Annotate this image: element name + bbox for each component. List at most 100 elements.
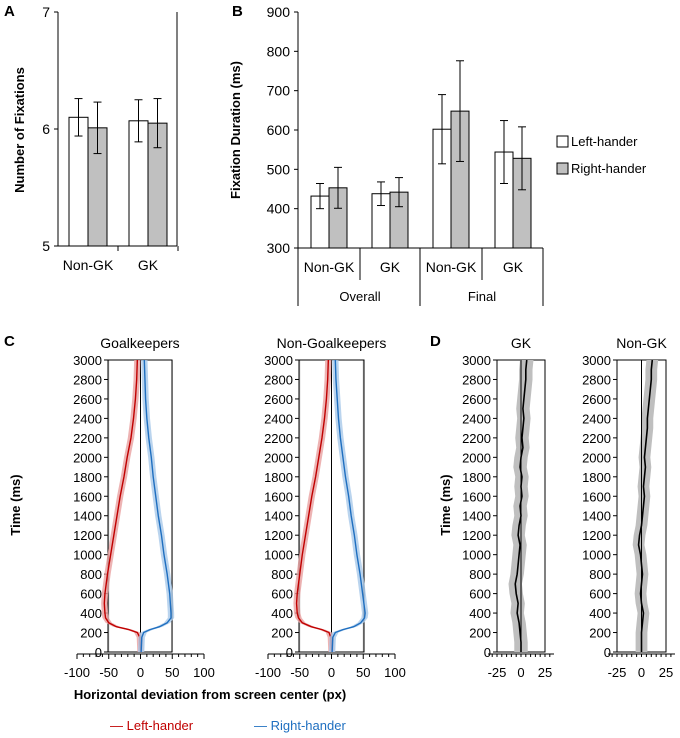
panel-d-ytick-label: 2200 (462, 431, 491, 446)
panel-c-ytick-label: 1400 (264, 509, 293, 524)
panel-d-band (632, 360, 659, 652)
panel-c-right-line (331, 359, 366, 653)
panel-c-ytick-label: 1000 (264, 548, 293, 563)
panel-c-ytick-label: 2200 (73, 431, 102, 446)
panel-c-xtick-label: 0 (137, 665, 144, 680)
panel-label-a: A (4, 3, 15, 20)
panel-d-ytick-label: 1400 (462, 509, 491, 524)
panel-d-ytick-label: 2000 (462, 450, 491, 465)
panel-c-chart: Time (ms) Horizontal deviation from scre… (8, 335, 406, 702)
panel-c-ytick-label: 1000 (73, 548, 102, 563)
panel-c-ytick-label: 600 (80, 587, 102, 602)
legend-left-label: Left-hander (571, 134, 638, 149)
panel-d-subplot-title: Non-GK (616, 335, 667, 351)
legend-right-label: Right-hander (571, 161, 647, 176)
panel-c-ytick-label: 600 (271, 587, 293, 602)
panel-d-ytick-label: 1000 (462, 548, 491, 563)
panel-d-ytick-label: 400 (469, 606, 491, 621)
panel-d-ytick-label: 1800 (582, 470, 611, 485)
panel-b-group-overall: Overall (339, 289, 380, 304)
panel-d-chart: Time (ms) GK 0 200 400 600 800 1000 1200 1400 160… (438, 335, 675, 680)
panel-b-ytick-label: 900 (267, 4, 291, 20)
panel-a-ytick-label: 7 (42, 4, 50, 20)
panel-c-ytick-label: 1600 (73, 489, 102, 504)
panel-d-ytick-label: 1800 (462, 470, 491, 485)
panel-a-xtick-label: Non-GK (63, 257, 114, 273)
panel-d-ytick-label: 2000 (582, 450, 611, 465)
panel-d-ytick-label: 1400 (582, 509, 611, 524)
panel-a-ytick-label: 5 (42, 238, 50, 254)
panel-c-right-line (140, 359, 172, 653)
panel-c-ytick-label: 1800 (264, 470, 293, 485)
panel-d-ytick-label: 800 (589, 567, 611, 582)
panel-c-ytick-label: 2800 (264, 372, 293, 387)
panel-d-line (514, 359, 528, 652)
panel-c-ytick-label: 3000 (73, 353, 102, 368)
panel-c-xtick-label: -100 (255, 665, 281, 680)
panel-c-ytick-label: 400 (271, 606, 293, 621)
panel-c-ytick-label: 3000 (264, 353, 293, 368)
panel-c-ytick-label: 400 (80, 606, 102, 621)
panel-d-xtick-label: -25 (488, 665, 507, 680)
panel-b-ytick-label: 700 (267, 83, 291, 99)
panel-d-ytick-label: 800 (469, 567, 491, 582)
panel-d-ytick-label: 3000 (582, 353, 611, 368)
panel-c-ytick-label: 2800 (73, 372, 102, 387)
panel-c-ytick-label: 1800 (73, 470, 102, 485)
panel-b-ytick-label: 500 (267, 161, 291, 177)
panel-d-ytick-label: 2400 (462, 411, 491, 426)
panel-c-ytick-label: 1600 (264, 489, 293, 504)
panel-d-ytick-label: 2600 (462, 392, 491, 407)
panel-c-ytick-label: 0 (286, 645, 293, 660)
panel-c-xtick-label: -100 (64, 665, 90, 680)
panel-c-left-line (103, 359, 142, 653)
panel-a-xtick-label: GK (138, 257, 159, 273)
panel-d-xtick-label: 0 (638, 665, 645, 680)
bottom-legend-right: — Right-hander (254, 718, 346, 733)
panel-label-c: C (4, 333, 15, 350)
panel-b-group-final: Final (468, 289, 496, 304)
panel-c-ytick-label: 2000 (73, 450, 102, 465)
panel-b-chart: Fixation Duration (ms) Overall Final 300… (228, 4, 544, 306)
panel-d-ytick-label: 600 (469, 587, 491, 602)
panel-d-ytick-label: 2800 (462, 372, 491, 387)
panel-b-ylabel: Fixation Duration (ms) (228, 61, 243, 199)
panel-d-ytick-label: 200 (589, 626, 611, 641)
panel-a-chart: Number of Fixations 5 6 7 Non-GK GK (12, 4, 179, 273)
panel-d-xtick-label: 25 (659, 665, 673, 680)
panel-c-xtick-label: 100 (193, 665, 215, 680)
panel-c-ytick-label: 1200 (264, 528, 293, 543)
panel-label-d: D (430, 333, 441, 350)
panel-c-right-band (137, 360, 175, 652)
legend-right-swatch (556, 162, 569, 175)
panel-c-xtick-label: -50 (99, 665, 118, 680)
panel-a-ytick-label: 6 (42, 121, 50, 137)
panel-d-xtick-label: -25 (608, 665, 627, 680)
panel-d-ytick-label: 1600 (462, 489, 491, 504)
panel-d-ytick-label: 1200 (582, 528, 611, 543)
panel-c-xtick-label: -50 (290, 665, 309, 680)
panel-c-xlabel: Horizontal deviation from screen center … (74, 687, 346, 702)
panel-c-ytick-label: 200 (271, 626, 293, 641)
panel-b-ytick-label: 300 (267, 240, 291, 256)
panel-b-ytick-label: 400 (267, 201, 291, 217)
panel-d-ytick-label: 200 (469, 626, 491, 641)
panel-c-right-band (328, 360, 369, 652)
panel-c-ytick-label: 1400 (73, 509, 102, 524)
panel-c-subplot-title: Goalkeepers (100, 335, 179, 351)
panel-c-ytick-label: 2000 (264, 450, 293, 465)
panel-d-ytick-label: 600 (589, 587, 611, 602)
panel-d-ytick-label: 3000 (462, 353, 491, 368)
panel-c-xtick-label: 50 (356, 665, 370, 680)
panel-b-xtick-label: Non-GK (426, 259, 477, 275)
panel-d-ytick-label: 2200 (582, 431, 611, 446)
panel-a-ylabel: Number of Fixations (12, 67, 27, 193)
panel-c-ytick-label: 0 (95, 645, 102, 660)
panel-d-subplot-title: GK (511, 335, 532, 351)
panel-d-xtick-label: 0 (517, 665, 524, 680)
panel-c-ytick-label: 800 (271, 567, 293, 582)
panel-d-ytick-label: 2400 (582, 411, 611, 426)
panel-d-ylabel: Time (ms) (438, 474, 453, 535)
panel-c-left-band (293, 360, 335, 652)
panel-c-ytick-label: 200 (80, 626, 102, 641)
